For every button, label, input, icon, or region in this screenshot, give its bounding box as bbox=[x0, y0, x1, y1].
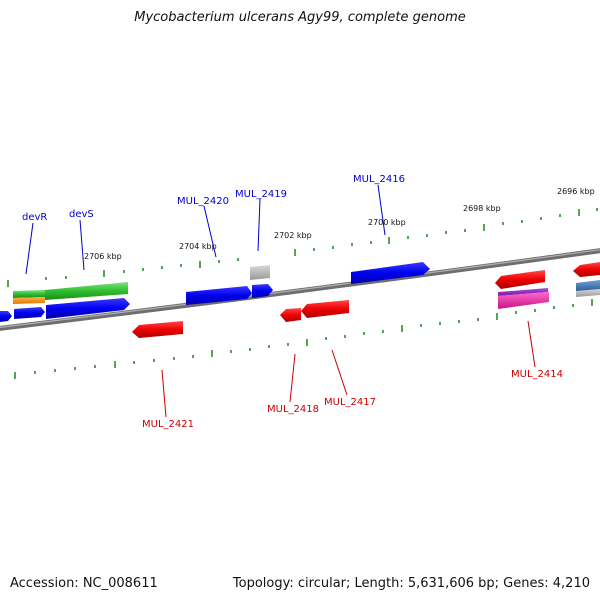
gene-devR-green[interactable] bbox=[13, 290, 45, 298]
forward-strand-genes bbox=[0, 262, 430, 322]
scale-label-2704: 2704 kbp bbox=[179, 242, 217, 251]
gene-label-MUL_2420: MUL_2420 bbox=[177, 196, 229, 207]
gene-label-MUL_2421: MUL_2421 bbox=[142, 419, 194, 430]
gene-left-partial[interactable] bbox=[0, 311, 12, 322]
gene-right-partial-red[interactable] bbox=[573, 262, 600, 277]
scale-label-2696: 2696 kbp bbox=[557, 187, 595, 196]
map-title: Mycobacterium ulcerans Agy99, complete g… bbox=[134, 10, 466, 25]
gene-label-MUL_2417: MUL_2417 bbox=[324, 397, 376, 408]
scale-label-2702: 2702 kbp bbox=[274, 231, 312, 240]
gene-label-MUL_2419: MUL_2419 bbox=[235, 189, 287, 200]
outer-scale-ticks bbox=[7, 208, 598, 287]
gene-MUL_2418[interactable] bbox=[280, 308, 301, 322]
gene-gray-small[interactable] bbox=[250, 265, 270, 280]
gene-MUL_2419[interactable] bbox=[252, 284, 273, 298]
inner-scale-ticks bbox=[14, 299, 593, 379]
genome-summary: Topology: circular; Length: 5,631,606 bp… bbox=[232, 576, 590, 591]
reverse-strand-genes bbox=[132, 262, 600, 338]
gene-right-partial-steel[interactable] bbox=[576, 280, 600, 292]
gene-label-MUL_2418: MUL_2418 bbox=[267, 404, 319, 415]
gene-MUL_2416[interactable] bbox=[351, 262, 430, 284]
genome-backbone bbox=[0, 248, 600, 331]
gene-leader-lines bbox=[25, 184, 536, 418]
scale-label-2698: 2698 kbp bbox=[463, 204, 501, 213]
gene-devS[interactable] bbox=[46, 298, 130, 319]
gene-label-MUL_2414: MUL_2414 bbox=[511, 369, 563, 380]
gene-MUL_2420[interactable] bbox=[186, 286, 252, 305]
gene-MUL_2421[interactable] bbox=[132, 321, 183, 338]
genome-backbone-highlight bbox=[0, 249, 600, 328]
gene-devR[interactable] bbox=[14, 307, 45, 319]
gene-label-devR: devR bbox=[22, 212, 47, 223]
gene-label-MUL_2416: MUL_2416 bbox=[353, 174, 405, 185]
gene-MUL_2417[interactable] bbox=[301, 300, 349, 318]
accession-label: Accession: NC_008611 bbox=[10, 576, 158, 591]
gene-devR-orange[interactable] bbox=[13, 297, 45, 304]
scale-label-2700: 2700 kbp bbox=[368, 218, 406, 227]
gene-MUL_2414-purple[interactable] bbox=[498, 288, 548, 296]
gene-MUL_2414[interactable] bbox=[498, 292, 549, 309]
gene-MUL_2414-red[interactable] bbox=[495, 270, 545, 289]
gene-label-devS: devS bbox=[69, 209, 94, 220]
scale-label-2706: 2706 kbp bbox=[84, 252, 122, 261]
gene-devS-green[interactable] bbox=[45, 282, 128, 300]
gene-right-partial-gray[interactable] bbox=[576, 289, 600, 297]
